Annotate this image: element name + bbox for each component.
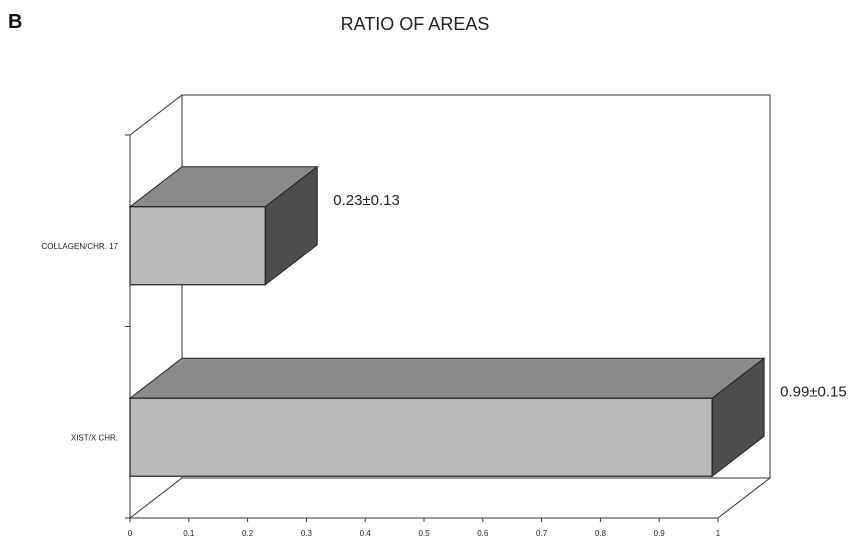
label-group: COLLAGEN/CHR. 17 0.23±0.13 XIST/X CHR. 0.99… — [42, 192, 847, 443]
panel-label: B — [8, 11, 22, 33]
x-tick-label: 1 — [716, 529, 721, 538]
x-tick-label: 0.7 — [536, 529, 548, 538]
bar-front-face — [129, 397, 713, 477]
chart-frame — [125, 94, 772, 519]
x-axis-ticks: 0 0.1 0.2 0.3 0.4 0.5 0.6 0.7 0.8 0.9 1 — [128, 518, 721, 538]
bar-front-face — [129, 206, 266, 286]
x-tick-label: 0.1 — [183, 529, 195, 538]
category-label: XIST/X CHR. — [71, 433, 118, 442]
bar-group — [128, 165, 766, 478]
x-tick-label: 0.3 — [301, 529, 313, 538]
x-tick-label: 0.8 — [595, 529, 607, 538]
x-tick-label: 0.6 — [477, 529, 489, 538]
bar — [128, 357, 766, 478]
x-tick-label: 0.5 — [418, 529, 430, 538]
floor — [128, 477, 772, 519]
category-label: COLLAGEN/CHR. 17 — [42, 242, 119, 251]
x-tick-label: 0.2 — [242, 529, 254, 538]
chart-title: RATIO OF AREAS — [341, 14, 490, 34]
bar — [128, 165, 319, 286]
data-label: 0.23±0.13 — [333, 192, 400, 209]
data-label: 0.99±0.15 — [780, 383, 847, 400]
x-tick-label: 0 — [128, 529, 133, 538]
left-wall-top-edge — [129, 94, 183, 136]
x-tick-label: 0.4 — [360, 529, 372, 538]
bar-top-face — [128, 357, 766, 399]
x-tick-label: 0.9 — [654, 529, 666, 538]
